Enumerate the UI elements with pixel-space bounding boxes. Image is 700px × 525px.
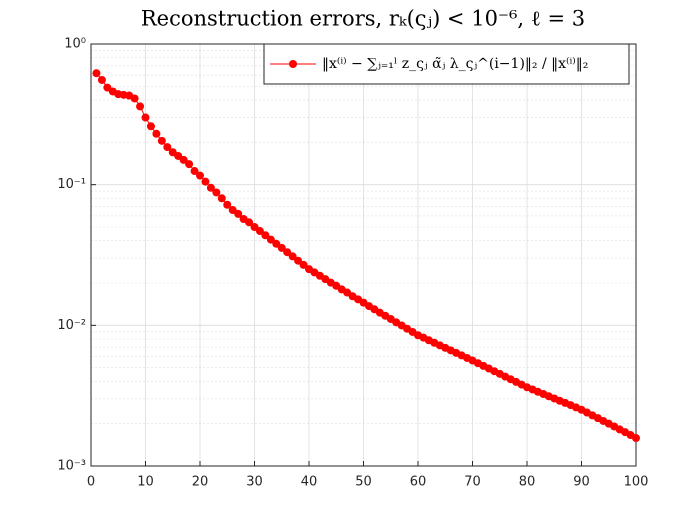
- x-tick-label: 80: [519, 475, 536, 490]
- data-point: [234, 209, 243, 218]
- data-point: [185, 160, 194, 169]
- data-point: [255, 227, 264, 236]
- data-point: [146, 122, 155, 131]
- data-point: [190, 167, 199, 176]
- data-point: [141, 113, 150, 122]
- data-point: [196, 171, 204, 180]
- data-point: [217, 194, 226, 203]
- data-point: [212, 188, 221, 197]
- data-point: [272, 239, 281, 248]
- data-point: [179, 155, 188, 164]
- x-tick-label: 70: [464, 475, 481, 490]
- data-point: [266, 235, 275, 244]
- data-point: [157, 136, 166, 145]
- data-point: [130, 94, 139, 103]
- chart-title: Reconstruction errors, rₖ(ςⱼ) < 10⁻⁶, ℓ …: [141, 7, 585, 31]
- data-point: [277, 243, 286, 252]
- data-point: [283, 248, 292, 257]
- data-point: [250, 223, 259, 232]
- data-point: [223, 200, 232, 209]
- x-tick-label: 0: [87, 475, 95, 490]
- data-point: [632, 434, 640, 443]
- x-tick-label: 40: [301, 475, 318, 490]
- legend-box: [263, 43, 630, 85]
- data-point: [261, 231, 270, 240]
- x-tick-label: 90: [573, 475, 590, 490]
- x-tick-label: 100: [624, 475, 649, 490]
- data-point: [288, 252, 297, 261]
- data-point: [206, 183, 215, 192]
- data-point: [152, 129, 161, 138]
- y-tick-label: 10⁻²: [57, 318, 86, 333]
- legend-marker: [289, 60, 297, 68]
- data-point: [245, 218, 254, 227]
- x-tick-label: 10: [137, 475, 154, 490]
- data-point: [294, 256, 303, 265]
- legend: ‖x⁽ⁱ⁾ − ∑ⱼ₌₁ˡ z_ςⱼ α̃ⱼ λ_ςⱼ^(i−1)‖₂ / ‖x…: [263, 43, 630, 85]
- data-point: [92, 69, 101, 78]
- x-tick-label: 30: [246, 475, 263, 490]
- x-tick-label: 20: [192, 475, 209, 490]
- x-tick-label: 60: [410, 475, 427, 490]
- data-point: [97, 75, 106, 84]
- data-point: [201, 177, 210, 186]
- data-point: [163, 143, 172, 152]
- legend-label: ‖x⁽ⁱ⁾ − ∑ⱼ₌₁ˡ z_ςⱼ α̃ⱼ λ_ςⱼ^(i−1)‖₂ / ‖x…: [322, 56, 588, 72]
- y-tick-label: 10⁻³: [57, 459, 86, 474]
- data-point: [299, 260, 308, 269]
- y-tick-label: 10⁰: [64, 37, 86, 52]
- x-tick-label: 50: [355, 475, 372, 490]
- y-tick-label: 10⁻¹: [57, 177, 86, 192]
- data-point: [136, 102, 145, 111]
